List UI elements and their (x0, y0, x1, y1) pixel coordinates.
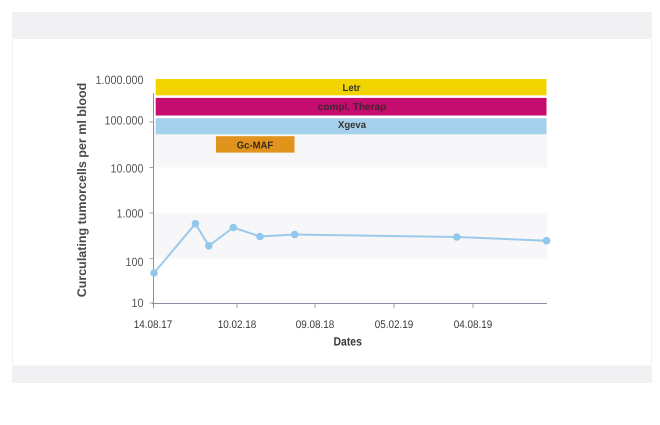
svg-text:04.08.19: 04.08.19 (454, 319, 493, 331)
svg-text:Dates: Dates (333, 334, 362, 348)
svg-text:1.000: 1.000 (116, 207, 143, 221)
svg-text:1.000.000: 1.000.000 (95, 73, 143, 87)
svg-text:Letr: Letr (343, 83, 361, 94)
svg-text:09.08.18: 09.08.18 (296, 319, 335, 331)
svg-text:14.08.17: 14.08.17 (134, 319, 173, 331)
svg-text:05.02.19: 05.02.19 (375, 319, 414, 331)
svg-text:100.000: 100.000 (104, 114, 143, 128)
svg-text:Gc-MAF: Gc-MAF (237, 140, 273, 151)
svg-text:10.02.18: 10.02.18 (218, 319, 257, 331)
svg-text:Xgeva: Xgeva (338, 120, 366, 131)
svg-text:compl. Therap: compl. Therap (318, 102, 386, 113)
svg-text:100: 100 (125, 255, 143, 269)
svg-text:Curculating tumorcells per ml: Curculating tumorcells per ml blood (75, 83, 89, 298)
svg-text:10: 10 (131, 296, 143, 310)
svg-text:10.000: 10.000 (110, 161, 143, 175)
